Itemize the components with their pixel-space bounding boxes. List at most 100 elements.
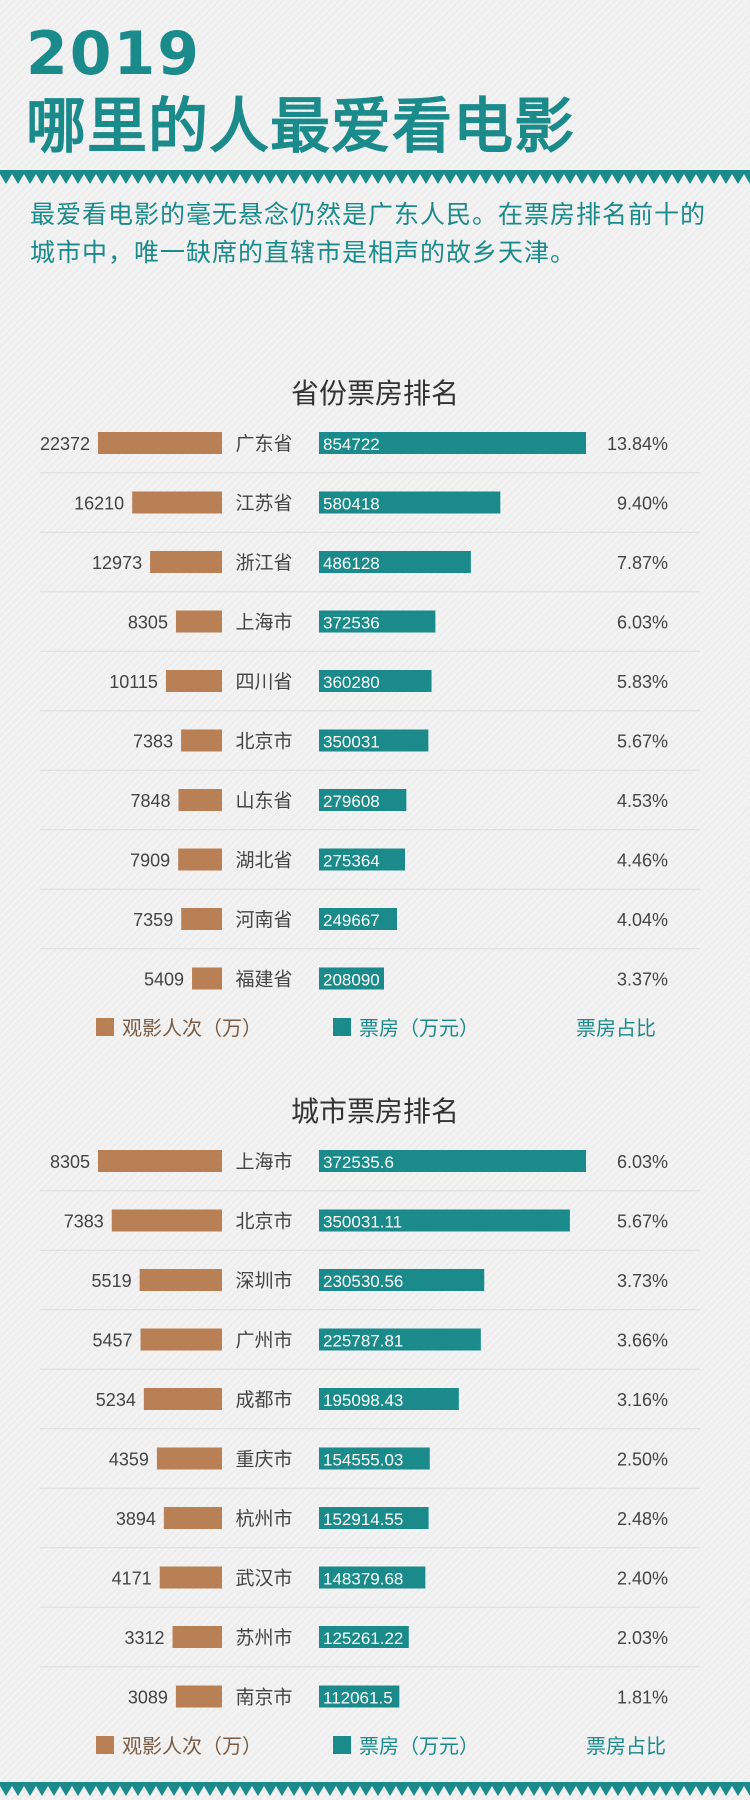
legend-swatch-teal: [333, 1735, 351, 1754]
legend-swatch-orange: [96, 1017, 114, 1036]
box-office-value-label: 230530.56: [323, 1272, 403, 1291]
share-value-label: 2.40%: [617, 1569, 668, 1589]
viewers-value-label: 12973: [92, 553, 142, 573]
city-box-office-chart: 8305 上海市 372535.6 6.03% 7383 北京市 350031.11 5.67…: [40, 1150, 700, 1709]
category-label: 四川省: [235, 671, 292, 693]
category-label: 上海市: [235, 1151, 292, 1173]
viewers-value-label: 5409: [144, 970, 184, 990]
box-office-value-label: 112061.5: [323, 1689, 393, 1708]
chart-title-city: 城市票房排名: [290, 1095, 459, 1128]
category-label: 河南省: [235, 909, 292, 931]
legend-province: 观影人次（万） 票房（万元） 票房占比: [0, 1012, 750, 1046]
category-label: 福建省: [235, 969, 292, 991]
share-value-label: 3.66%: [617, 1331, 668, 1351]
category-label: 湖北省: [235, 850, 292, 872]
legend-city: 观影人次（万） 票房（万元） 票房占比: [0, 1730, 750, 1764]
box-office-bar: [319, 967, 385, 990]
intro-text: 最爱看电影的毫无悬念仍然是广东人民。在票房排名前十的城市中，唯一缺席的直辖市是相…: [30, 200, 707, 267]
viewers-value-label: 3089: [128, 1688, 168, 1708]
chart-title-province: 省份票房排名: [290, 377, 459, 410]
zigzag-band: [0, 170, 750, 174]
box-office-value-label: 125261.22: [323, 1629, 403, 1648]
viewers-value-label: 5234: [96, 1390, 136, 1410]
viewers-value-label: 7359: [133, 910, 173, 930]
category-label: 深圳市: [235, 1270, 292, 1292]
legend-viewers-label: 观影人次（万）: [122, 1734, 262, 1758]
viewers-bar: [111, 1209, 222, 1232]
viewers-value-label: 4359: [109, 1450, 149, 1470]
viewers-value-label: 16210: [74, 494, 124, 514]
viewers-bar: [150, 551, 222, 573]
viewers-value-label: 8305: [128, 613, 168, 633]
category-label: 山东省: [235, 790, 292, 812]
category-label: 广东省: [235, 433, 292, 455]
share-value-label: 3.37%: [617, 970, 668, 990]
category-label: 广州市: [235, 1330, 292, 1352]
viewers-bar: [98, 1150, 222, 1172]
legend-box-office-label: 票房（万元）: [359, 1016, 479, 1040]
category-label: 成都市: [235, 1389, 292, 1411]
viewers-bar: [175, 1685, 222, 1708]
viewers-bar: [181, 729, 222, 752]
viewers-bar: [178, 789, 222, 811]
share-value-label: 5.83%: [617, 672, 668, 692]
box-office-bar: [319, 670, 432, 692]
legend-share: 票房占比: [586, 1730, 666, 1759]
title-year: 2019: [26, 19, 201, 89]
box-office-bar: [319, 1507, 429, 1529]
box-office-bar: [319, 848, 406, 871]
legend-share: 票房占比: [576, 1012, 656, 1041]
category-label: 重庆市: [235, 1449, 292, 1471]
box-office-value-label: 350031.11: [323, 1213, 402, 1232]
province-box-office-chart: 22372 广东省 854722 13.84% 16210 江苏省 580418 9.40% 1…: [40, 432, 700, 991]
viewers-value-label: 7383: [64, 1212, 104, 1232]
viewers-bar: [165, 670, 222, 692]
zigzag-divider-top: [0, 170, 750, 184]
viewers-value-label: 7909: [130, 851, 170, 871]
category-label: 苏州市: [235, 1627, 292, 1649]
viewers-bar: [163, 1507, 222, 1529]
legend-viewers-label: 观影人次（万）: [122, 1016, 262, 1040]
viewers-value-label: 5457: [92, 1331, 132, 1351]
zigzag-teeth: [0, 174, 750, 184]
viewers-bar: [132, 491, 222, 514]
box-office-value-label: 275364: [323, 852, 380, 871]
share-value-label: 5.67%: [617, 1212, 668, 1232]
box-office-value-label: 350031: [323, 733, 380, 752]
category-label: 北京市: [235, 1211, 292, 1233]
viewers-bar: [98, 432, 222, 454]
legend-share-label: 票房占比: [586, 1734, 666, 1758]
viewers-bar: [159, 1566, 222, 1589]
box-office-value-label: 372536: [323, 614, 380, 633]
share-value-label: 4.46%: [617, 851, 668, 871]
box-office-value-label: 195098.43: [323, 1391, 403, 1410]
share-value-label: 2.50%: [617, 1450, 668, 1470]
box-office-value-label: 225787.81: [323, 1332, 403, 1351]
box-office-bar: [319, 610, 436, 633]
zigzag-teeth: [0, 1786, 750, 1796]
box-office-value-label: 360280: [323, 673, 380, 692]
share-value-label: 5.67%: [617, 732, 668, 752]
box-office-bar: [319, 491, 501, 514]
box-office-bar: [319, 908, 397, 930]
viewers-value-label: 8305: [50, 1152, 90, 1172]
zigzag-divider-bottom: [0, 1782, 750, 1796]
page-title: 哪里的人最爱看电影: [26, 92, 575, 162]
box-office-bar: [319, 1150, 586, 1172]
share-value-label: 7.87%: [617, 553, 668, 573]
category-label: 武汉市: [235, 1568, 292, 1590]
share-value-label: 6.03%: [617, 1152, 668, 1172]
viewers-value-label: 10115: [109, 672, 158, 692]
box-office-value-label: 148379.68: [323, 1570, 403, 1589]
box-office-value-label: 154555.03: [323, 1451, 403, 1470]
legend-box-office: 票房（万元）: [333, 1012, 479, 1041]
viewers-value-label: 5519: [92, 1271, 132, 1291]
share-value-label: 1.81%: [617, 1688, 668, 1708]
box-office-bar: [319, 432, 586, 454]
viewers-bar: [172, 1626, 222, 1648]
category-label: 浙江省: [235, 552, 292, 574]
legend-box-office: 票房（万元）: [333, 1730, 479, 1759]
legend-share-label: 票房占比: [576, 1016, 656, 1040]
box-office-value-label: 854722: [323, 435, 380, 454]
viewers-value-label: 7383: [133, 732, 173, 752]
